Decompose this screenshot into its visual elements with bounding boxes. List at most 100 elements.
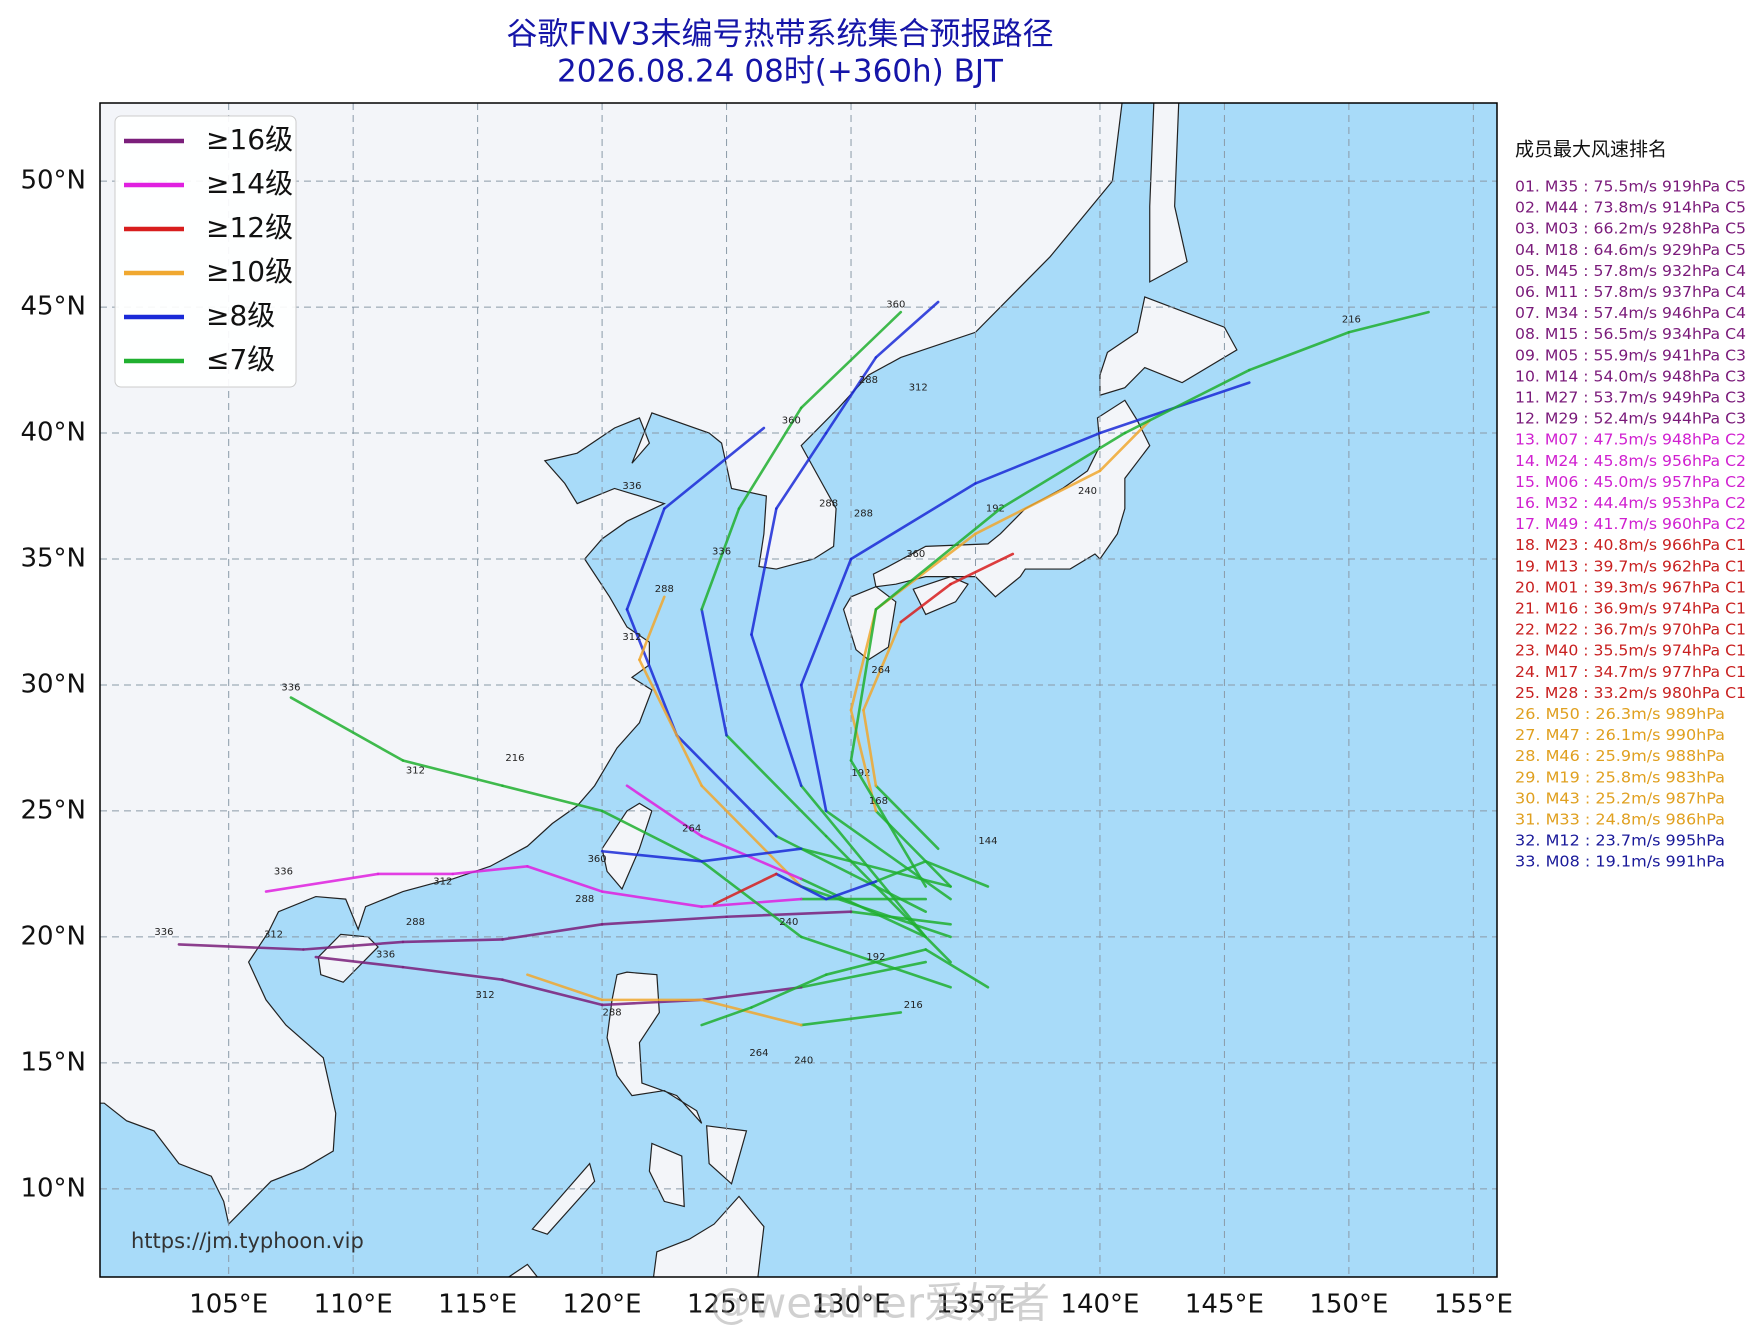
lat-tick-label: 40°N [20, 418, 86, 448]
legend-label: ≥16级 [206, 123, 293, 156]
hour-label: 240 [1078, 486, 1097, 497]
ranking-item: 14. M24 : 45.8m/s 956hPa C2 [1515, 452, 1746, 470]
track-segment [725, 910, 853, 919]
track-segment [799, 847, 952, 888]
hour-label: 312 [433, 876, 452, 887]
track-segment [501, 784, 604, 813]
lon-tick-label: 120°E [563, 1290, 642, 1320]
hour-label: 312 [909, 383, 928, 394]
track-segment [700, 507, 741, 611]
track-segment [600, 849, 703, 863]
track-segment [700, 897, 803, 908]
track-segment [799, 960, 928, 989]
track-segment [824, 809, 952, 901]
hour-label: 312 [476, 990, 495, 1001]
watermark: @weather爱好者 [710, 1279, 1050, 1328]
landmass [606, 971, 703, 1124]
track-segment [302, 940, 405, 951]
track-segment [750, 973, 828, 1009]
track-segment [849, 910, 952, 926]
lat-tick-label: 15°N [20, 1047, 86, 1077]
track-segment [401, 965, 504, 982]
ranking-item: 03. M03 : 66.2m/s 928hPa C5 [1515, 220, 1746, 238]
ranking-item: 25. M28 : 33.2m/s 980hPa C1 [1515, 684, 1746, 702]
ranking-item: 08. M15 : 56.5m/s 934hPa C4 [1515, 325, 1746, 343]
hour-label: 288 [859, 375, 878, 386]
track-segment [526, 973, 604, 1002]
track-segment [799, 784, 928, 939]
track-segment [501, 978, 604, 1007]
source-url: https://jm.typhoon.vip [131, 1229, 364, 1253]
lon-tick-label: 155°E [1434, 1290, 1513, 1320]
ranking-item: 07. M34 : 57.4m/s 946hPa C4 [1515, 304, 1746, 322]
track-segment [799, 877, 928, 939]
ranking-item: 29. M19 : 25.8m/s 983hPa [1515, 768, 1725, 786]
track-segment [974, 469, 1102, 536]
ranking-item: 02. M44 : 73.8m/s 914hPa C5 [1515, 199, 1746, 217]
track-segment [700, 998, 803, 1027]
track-segment [600, 890, 703, 908]
hour-label: 288 [603, 1007, 622, 1018]
ranking-item: 27. M47 : 26.1m/s 990hPa [1515, 726, 1725, 744]
track-segment [625, 784, 703, 838]
map-area: 336 312 288 288 312 336 288 312 336 192 264 360 240 1… [99, 102, 1498, 1278]
track-segment [638, 658, 703, 788]
map-border [99, 102, 1498, 1278]
ranking-item: 26. M50 : 26.3m/s 989hPa [1515, 705, 1725, 723]
track-segment [725, 734, 828, 838]
track-segment [663, 426, 766, 510]
landmass [1149, 103, 1188, 283]
land [100, 103, 1238, 1277]
track-segment [700, 784, 803, 888]
legend-label: ≤7级 [206, 343, 275, 376]
track-segment [775, 431, 828, 510]
lat-tick-label: 25°N [20, 795, 86, 825]
landmass [652, 1195, 765, 1277]
ranking-item: 31. M33 : 24.8m/s 986hPa [1515, 811, 1725, 829]
landmass [507, 1263, 539, 1277]
lon-tick-label: 105°E [189, 1290, 268, 1320]
lat-tick-label: 45°N [20, 292, 86, 322]
hour-label: 192 [986, 504, 1005, 515]
track-segment [924, 860, 990, 888]
track-segment [924, 948, 990, 989]
hour-label: 336 [274, 866, 293, 877]
ranking-item: 06. M11 : 57.8m/s 937hPa C4 [1515, 283, 1746, 301]
ranking-item: 24. M17 : 34.7m/s 977hPa C1 [1515, 663, 1746, 681]
track-segment [874, 860, 928, 883]
track-segment [1347, 310, 1430, 334]
hour-label: 360 [906, 549, 925, 560]
track-segment [526, 865, 604, 893]
hour-label: 288 [819, 499, 838, 510]
tracks: 336 312 288 288 312 336 288 312 336 192 264 360 240 1… [154, 300, 1430, 1066]
lat-tick-label: 20°N [20, 921, 86, 951]
landmass [100, 103, 1123, 1226]
track-segment [700, 834, 803, 881]
track-segment [638, 595, 666, 662]
track-segment [401, 759, 504, 788]
hour-label: 312 [264, 929, 283, 940]
track-segment [899, 582, 952, 624]
track-segment [177, 943, 305, 951]
ranking-item: 30. M43 : 25.2m/s 987hPa [1515, 789, 1725, 807]
track-segment [849, 482, 977, 561]
hour-label: 336 [622, 481, 641, 492]
ranking-item: 09. M05 : 55.9m/s 941hPa C3 [1515, 346, 1746, 364]
ranking-item: 15. M06 : 45.0m/s 957hPa C2 [1515, 473, 1746, 491]
track-segment [824, 960, 878, 976]
lat-tick-label: 50°N [20, 166, 86, 196]
ranking-item: 05. M45 : 57.8m/s 932hPa C4 [1515, 262, 1746, 280]
track-segment [675, 734, 778, 838]
landmass [1099, 296, 1238, 397]
track-segment [799, 557, 853, 687]
hour-label: 360 [782, 415, 801, 426]
track-segment [700, 860, 803, 939]
hour-label: 360 [588, 854, 607, 865]
track-segment [700, 985, 803, 1002]
track-segment [625, 507, 666, 611]
lon-tick-label: 140°E [1060, 1290, 1139, 1320]
ranking-item: 11. M27 : 53.7m/s 949hPa C3 [1515, 389, 1746, 407]
track-segment [799, 1011, 903, 1027]
hour-label: 192 [851, 768, 870, 779]
